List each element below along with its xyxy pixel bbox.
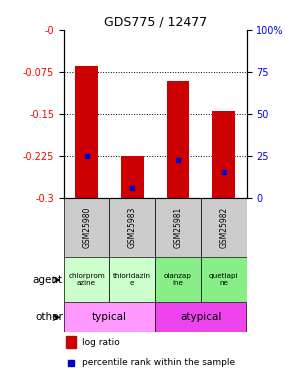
Text: log ratio: log ratio <box>82 338 120 346</box>
Text: quetiapi
ne: quetiapi ne <box>209 273 238 286</box>
Text: GSM25983: GSM25983 <box>128 207 137 248</box>
Bar <box>155 198 201 258</box>
Text: GSM25982: GSM25982 <box>219 207 228 248</box>
Text: other: other <box>35 312 63 322</box>
Text: atypical: atypical <box>180 312 222 322</box>
Bar <box>201 258 246 302</box>
Bar <box>66 336 76 348</box>
Bar <box>64 258 110 302</box>
Bar <box>155 258 201 302</box>
Bar <box>110 258 155 302</box>
Text: GSM25981: GSM25981 <box>173 207 182 248</box>
Text: olanzap
ine: olanzap ine <box>164 273 192 286</box>
Bar <box>212 111 235 198</box>
Bar <box>64 302 155 332</box>
Bar <box>121 156 144 198</box>
Bar <box>75 66 98 198</box>
Bar <box>201 198 246 258</box>
Title: GDS775 / 12477: GDS775 / 12477 <box>104 16 207 29</box>
Text: GSM25980: GSM25980 <box>82 207 91 248</box>
Bar <box>64 198 110 258</box>
Text: chlorprom
azine: chlorprom azine <box>68 273 105 286</box>
Bar <box>155 302 246 332</box>
Text: percentile rank within the sample: percentile rank within the sample <box>82 358 235 367</box>
Text: thioridazin
e: thioridazin e <box>113 273 151 286</box>
Bar <box>166 81 189 198</box>
Text: typical: typical <box>92 312 127 322</box>
Bar <box>110 198 155 258</box>
Text: agent: agent <box>33 275 63 285</box>
